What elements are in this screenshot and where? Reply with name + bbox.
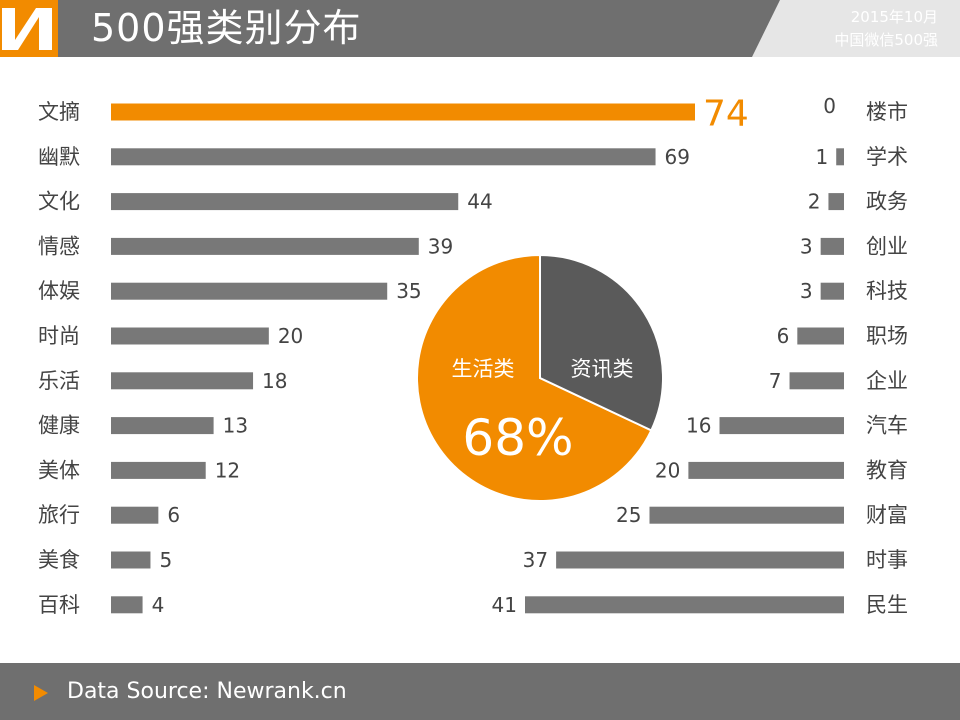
left-category-label: 体娱 bbox=[38, 279, 80, 303]
page-title: 500强类别分布 bbox=[91, 6, 362, 50]
left-bar-value: 39 bbox=[428, 234, 453, 258]
footer-bar: Data Source: Newrank.cn bbox=[0, 663, 960, 720]
newrank-logo-icon bbox=[2, 8, 52, 50]
left-bar-value: 6 bbox=[167, 503, 180, 527]
right-bar bbox=[797, 327, 844, 345]
right-bar-value: 2 bbox=[808, 190, 821, 214]
left-bar bbox=[111, 148, 656, 166]
right-category-label: 创业 bbox=[866, 234, 908, 258]
right-bar-value: 7 bbox=[769, 369, 782, 393]
triangle-right-icon bbox=[34, 685, 48, 701]
left-bar bbox=[111, 282, 388, 300]
right-category-label: 楼市 bbox=[866, 100, 908, 124]
right-bar bbox=[820, 237, 844, 255]
left-bar-value: 69 bbox=[665, 145, 690, 169]
left-category-label: 美体 bbox=[38, 458, 80, 482]
right-bar bbox=[649, 506, 844, 524]
right-category-label: 企业 bbox=[866, 369, 908, 393]
left-category-label: 情感 bbox=[38, 234, 80, 258]
right-category-label: 财富 bbox=[866, 503, 908, 527]
right-category-label: 职场 bbox=[866, 324, 908, 348]
pie-label-life: 生活类 bbox=[452, 357, 515, 381]
left-bar-value: 35 bbox=[396, 279, 421, 303]
left-bar-value: 20 bbox=[278, 324, 303, 348]
right-bar bbox=[719, 417, 844, 435]
right-bar bbox=[789, 372, 844, 390]
right-bar bbox=[820, 282, 844, 300]
right-bar bbox=[836, 148, 844, 166]
left-category-label: 旅行 bbox=[38, 503, 80, 527]
logo bbox=[0, 0, 58, 57]
left-category-label: 时尚 bbox=[38, 324, 80, 348]
left-bar bbox=[111, 506, 159, 524]
left-category-label: 文化 bbox=[38, 190, 80, 214]
meta-panel: 2015年10月 中国微信500强 bbox=[752, 0, 960, 57]
right-bar-value: 1 bbox=[815, 145, 828, 169]
left-category-label: 百科 bbox=[38, 593, 80, 617]
report-date: 2015年10月 bbox=[850, 8, 938, 26]
life-category-bar-chart: 文摘 74 幽默 69 文化 44 情感 39 体娱 35 时尚 20 乐活 18 健康 13 美体 12 旅行 6 美… bbox=[38, 94, 749, 617]
right-bar-value: 41 bbox=[492, 593, 517, 617]
pie-slice-life bbox=[416, 253, 653, 502]
left-bar-value: 18 bbox=[262, 369, 287, 393]
left-bar-value: 44 bbox=[467, 190, 492, 214]
left-bar bbox=[111, 417, 214, 435]
right-bar-value: 20 bbox=[655, 458, 680, 482]
right-bar-value: 16 bbox=[686, 414, 711, 438]
right-bar-value: 25 bbox=[616, 503, 641, 527]
left-category-label: 乐活 bbox=[38, 369, 80, 393]
left-bar-value: 4 bbox=[152, 593, 165, 617]
right-bar bbox=[556, 551, 844, 569]
right-category-label: 教育 bbox=[866, 458, 908, 482]
left-category-label: 文摘 bbox=[38, 100, 80, 124]
left-bar bbox=[111, 551, 151, 569]
category-pie-chart: 生活类 资讯类 68% bbox=[416, 253, 664, 502]
right-bar-value: 0 bbox=[823, 94, 836, 118]
left-category-label: 美食 bbox=[38, 548, 80, 572]
left-category-label: 幽默 bbox=[38, 145, 80, 169]
pie-label-news: 资讯类 bbox=[571, 357, 634, 381]
right-bar-value: 3 bbox=[800, 279, 813, 303]
right-category-label: 时事 bbox=[866, 548, 908, 572]
right-bar-value: 37 bbox=[523, 548, 548, 572]
left-bar bbox=[111, 237, 419, 255]
right-category-label: 科技 bbox=[866, 279, 908, 303]
header-bar: 500强类别分布 2015年10月 中国微信500强 bbox=[0, 0, 960, 57]
right-category-label: 学术 bbox=[866, 145, 908, 169]
right-bar-value: 3 bbox=[800, 234, 813, 258]
left-bar-value: 13 bbox=[223, 414, 248, 438]
left-bar bbox=[111, 103, 695, 121]
right-category-label: 政务 bbox=[866, 190, 908, 214]
left-bar bbox=[111, 327, 269, 345]
left-bar-value: 12 bbox=[215, 458, 240, 482]
news-category-bar-chart: 楼市 0 学术 1 政务 2 创业 3 科技 3 职场 6 企业 7 汽车 16 教育 20 财富 25 时事 37 民生 4… bbox=[492, 94, 908, 617]
pie-slice-news bbox=[539, 253, 664, 432]
right-bar bbox=[525, 596, 844, 614]
data-source-text: Data Source: Newrank.cn bbox=[67, 679, 347, 704]
left-bar-value: 5 bbox=[159, 548, 172, 572]
left-bar-value: 74 bbox=[703, 94, 749, 135]
pie-percent-label: 68% bbox=[462, 409, 573, 467]
left-bar bbox=[111, 596, 143, 614]
report-source: 中国微信500强 bbox=[834, 31, 938, 49]
right-category-label: 民生 bbox=[866, 593, 908, 617]
right-bar bbox=[688, 461, 844, 479]
left-bar bbox=[111, 193, 459, 211]
right-bar-value: 6 bbox=[777, 324, 790, 348]
right-category-label: 汽车 bbox=[866, 414, 908, 438]
left-bar bbox=[111, 372, 254, 390]
right-bar bbox=[828, 193, 844, 211]
left-category-label: 健康 bbox=[38, 414, 80, 438]
left-bar bbox=[111, 461, 206, 479]
